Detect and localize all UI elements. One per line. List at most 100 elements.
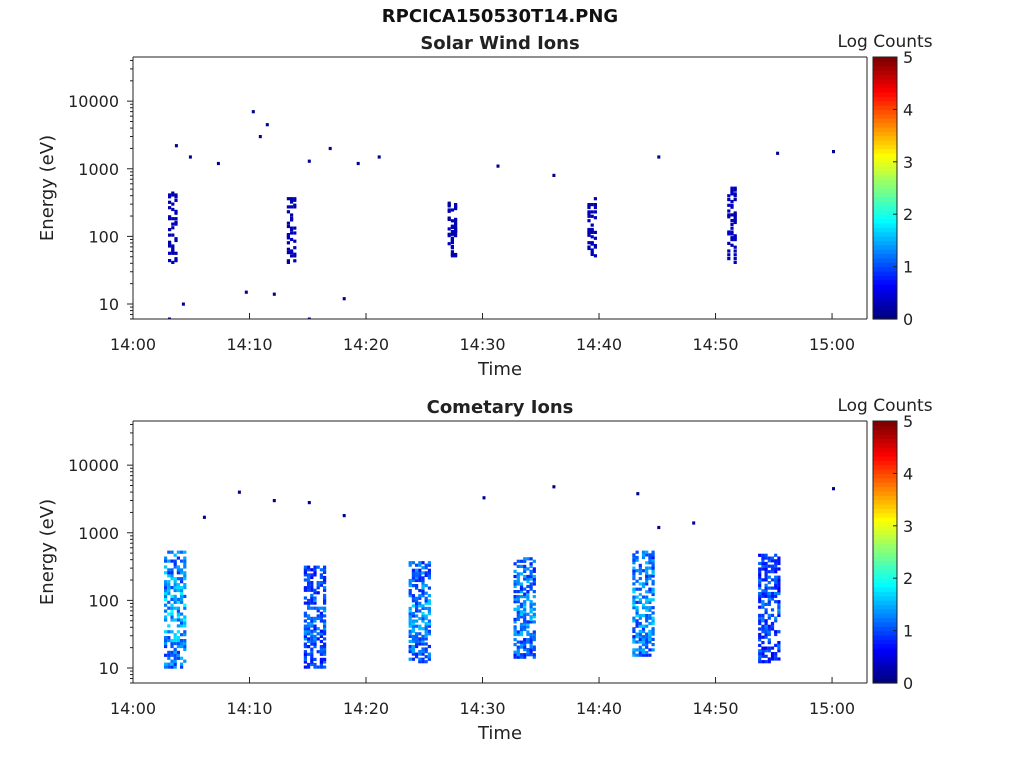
spectrogram-cell — [1007, 247, 1010, 250]
spectrogram-cell — [911, 605, 914, 608]
spectrogram-cell — [415, 609, 419, 613]
spectrogram-cell — [183, 647, 187, 651]
spectrogram-cell — [761, 649, 765, 653]
spectrogram-cell — [183, 659, 187, 663]
spectrogram-cell — [651, 598, 655, 602]
spectrogram-cell — [316, 614, 320, 618]
spectrogram-cell — [777, 605, 781, 609]
spectrogram-cell — [526, 648, 530, 652]
spectrogram-cell — [447, 201, 451, 205]
spectrogram-cell — [450, 244, 454, 248]
scatter-cell — [237, 490, 241, 494]
spectrogram-cell — [421, 591, 425, 595]
scatter-cell — [202, 515, 206, 519]
spectrogram-cell — [638, 569, 642, 573]
spectrogram-cell — [170, 639, 174, 643]
spectrogram-cell — [323, 606, 327, 610]
spectrogram-cell — [587, 203, 591, 207]
spectrogram-cell — [651, 629, 655, 633]
spectrogram-cell — [529, 574, 533, 579]
spectrogram-cell — [911, 561, 914, 564]
spectrogram-cell — [170, 650, 174, 654]
spectrogram-cell — [730, 188, 734, 192]
spectrogram-cell — [593, 197, 597, 201]
spectrogram-cell — [638, 637, 642, 641]
scatter-cell — [776, 151, 780, 155]
spectrogram-cell — [319, 634, 323, 638]
spectrogram-cell — [529, 620, 533, 624]
scatter-cell — [244, 290, 248, 294]
spectrogram-cell — [323, 622, 327, 626]
spectrogram-cell — [408, 611, 412, 616]
panel-title: Solar Wind Ions — [420, 33, 579, 54]
spectrogram-cell — [310, 655, 314, 659]
spectrogram-cell — [645, 640, 649, 644]
spectrogram-cell — [303, 619, 307, 623]
spectrogram-cell — [638, 645, 642, 649]
spectrogram-cell — [427, 594, 431, 598]
spectrogram-cell — [632, 577, 636, 581]
spectrogram-cell — [516, 559, 520, 563]
spectrogram-cell — [761, 600, 765, 604]
spectrogram-cell — [904, 605, 907, 608]
spectrogram-cell — [651, 553, 655, 557]
spectrogram-cell — [733, 186, 737, 190]
spectrogram-cell — [898, 631, 901, 634]
spectrogram-cell — [641, 595, 646, 599]
colorbar-cell — [873, 552, 897, 557]
spectrogram-cell — [323, 632, 327, 636]
scatter-cell — [377, 155, 381, 159]
spectrogram-cell — [183, 603, 187, 607]
spectrogram-cell — [904, 602, 907, 605]
spectrogram-cell — [427, 573, 431, 577]
y-tick-label: 10 — [99, 659, 119, 678]
spectrogram-cell — [761, 641, 765, 645]
spectrogram-cell — [632, 590, 636, 594]
spectrogram-cell — [183, 556, 187, 560]
spectrogram-cell — [532, 579, 536, 584]
y-tick-label: 10000 — [68, 456, 119, 475]
colorbar-cell — [873, 473, 897, 479]
spectrogram-cell — [180, 588, 184, 593]
spectrogram-cell — [645, 582, 649, 586]
spectrogram-cell — [415, 652, 419, 656]
spectrogram-cell — [917, 613, 920, 616]
spectrogram-cell — [733, 253, 737, 257]
scatter-cell — [916, 526, 919, 529]
spectrogram-cell — [176, 650, 180, 654]
spectrogram-cell — [316, 565, 320, 569]
spectrogram-cell — [427, 599, 431, 603]
colorbar-cell — [873, 244, 897, 250]
spectrogram-cell — [641, 635, 646, 639]
spectrogram-cell — [645, 566, 649, 570]
x-tick-label: 14:50 — [692, 335, 738, 354]
spectrogram-cell — [516, 640, 520, 644]
spectrogram-cell — [529, 582, 533, 586]
spectrogram-cell — [293, 246, 297, 250]
spectrogram-cell — [450, 236, 454, 240]
spectrogram-cell — [513, 582, 517, 586]
spectrogram-cell — [638, 648, 642, 652]
spectrogram-cell — [415, 604, 419, 608]
colorbar-cell — [873, 434, 897, 440]
spectrogram-cell — [415, 576, 419, 580]
spectrogram-cell — [167, 656, 171, 660]
spectrogram-cell — [727, 203, 731, 207]
spectrogram-cell — [632, 574, 636, 578]
spectrogram-cell — [767, 638, 771, 642]
scatter-cell — [188, 155, 192, 159]
spectrogram-cell — [901, 596, 904, 599]
spectrogram-cell — [767, 660, 771, 664]
spectrogram-cell — [164, 639, 168, 643]
spectrogram-cell — [770, 624, 775, 628]
colorbar-cell — [873, 275, 897, 281]
spectrogram-cell — [424, 655, 428, 659]
spectrogram-cell — [635, 619, 639, 623]
spectrogram-cell — [638, 616, 642, 620]
colorbar-cell — [873, 231, 897, 237]
colorbar-tick-label: 0 — [903, 310, 913, 329]
scatter-cell — [692, 521, 696, 525]
spectrogram-cell — [526, 612, 530, 616]
spectrogram-cell — [167, 606, 171, 610]
spectrogram-cell — [286, 241, 290, 245]
